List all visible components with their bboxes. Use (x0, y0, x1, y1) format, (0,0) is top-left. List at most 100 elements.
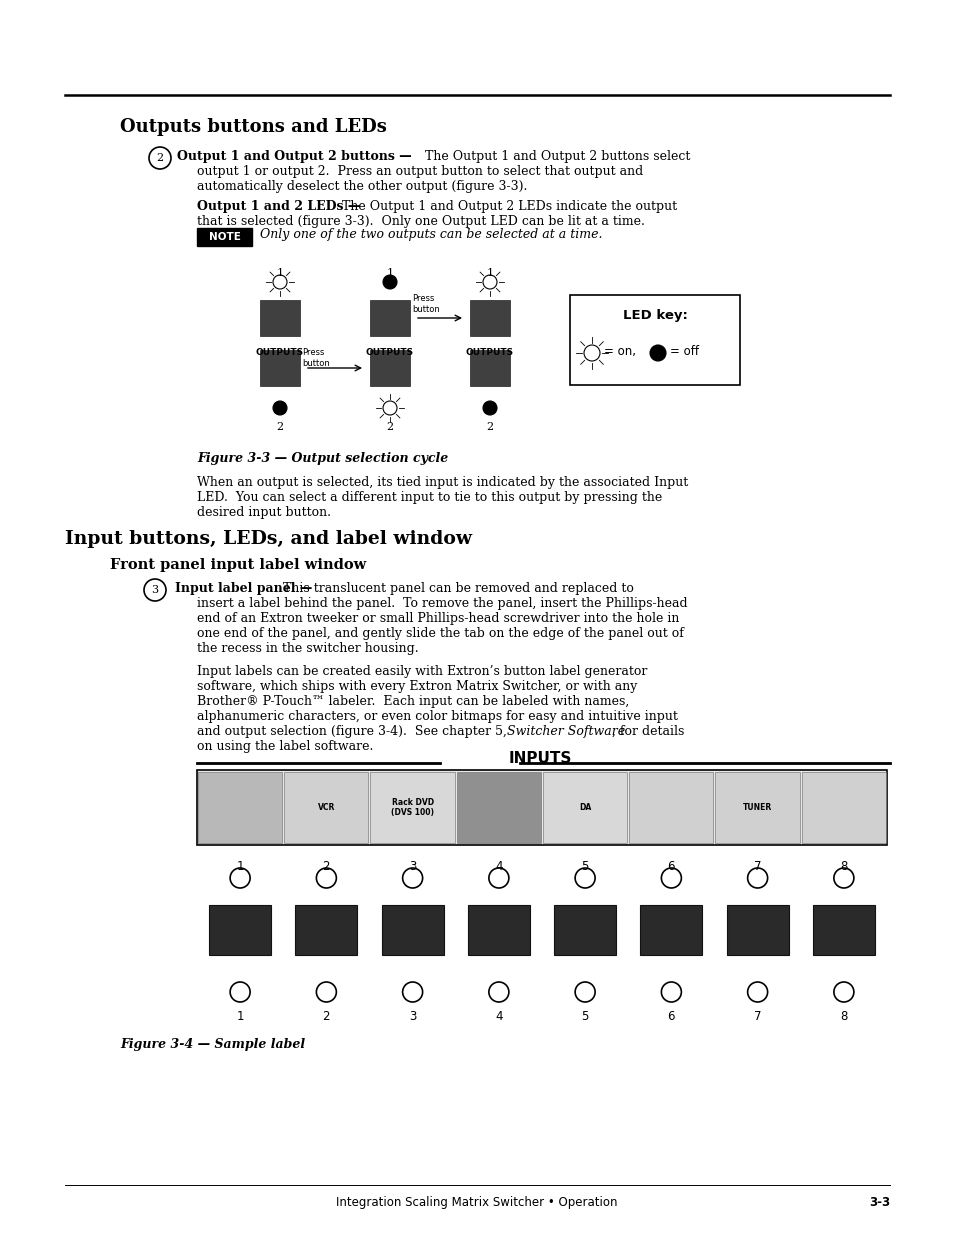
Text: and output selection (figure 3-4).  See chapter 5,: and output selection (figure 3-4). See c… (196, 725, 511, 739)
Text: 4: 4 (495, 860, 502, 873)
Circle shape (482, 401, 497, 415)
Text: The Output 1 and Output 2 buttons select: The Output 1 and Output 2 buttons select (424, 149, 690, 163)
Circle shape (575, 868, 595, 888)
Text: This translucent panel can be removed and replaced to: This translucent panel can be removed an… (283, 582, 633, 595)
Circle shape (747, 868, 767, 888)
Text: 2: 2 (322, 860, 330, 873)
Text: OUTPUTS: OUTPUTS (255, 348, 304, 357)
Bar (370, 350, 410, 387)
Text: that is selected (figure 3-3).  Only one Output LED can be lit at a time.: that is selected (figure 3-3). Only one … (196, 215, 644, 228)
Text: alphanumeric characters, or even color bitmaps for easy and intuitive input: alphanumeric characters, or even color b… (196, 710, 678, 722)
Text: 7: 7 (753, 860, 760, 873)
Bar (260, 350, 299, 387)
Circle shape (833, 982, 853, 1002)
Text: When an output is selected, its tied input is indicated by the associated Input: When an output is selected, its tied inp… (196, 475, 687, 489)
Text: Only one of the two outputs can be selected at a time.: Only one of the two outputs can be selec… (260, 228, 602, 241)
Text: = on,: = on, (603, 345, 636, 358)
Text: Output 1 and 2 LEDs —: Output 1 and 2 LEDs — (196, 200, 364, 212)
Text: 2: 2 (276, 422, 283, 432)
Bar (470, 300, 510, 336)
Text: 5: 5 (580, 1010, 588, 1023)
Text: 6: 6 (667, 1010, 675, 1023)
Circle shape (575, 982, 595, 1002)
Bar (260, 300, 299, 336)
Text: = off: = off (669, 345, 699, 358)
Text: Output 1 and Output 2 buttons —: Output 1 and Output 2 buttons — (177, 149, 416, 163)
Circle shape (660, 868, 680, 888)
Text: 2: 2 (156, 153, 163, 163)
Text: 3-3: 3-3 (868, 1195, 889, 1209)
Bar (196, 228, 252, 246)
Text: Front panel input label window: Front panel input label window (110, 558, 366, 572)
Text: on using the label software.: on using the label software. (196, 740, 373, 753)
Text: OUTPUTS: OUTPUTS (366, 348, 414, 357)
Bar (726, 905, 788, 955)
Bar (715, 772, 799, 844)
Circle shape (402, 868, 422, 888)
Bar (569, 295, 740, 385)
Text: 1: 1 (386, 268, 394, 278)
Text: OUTPUTS: OUTPUTS (465, 348, 514, 357)
Text: 2: 2 (386, 422, 394, 432)
Bar (198, 772, 282, 844)
Circle shape (747, 982, 767, 1002)
Circle shape (833, 868, 853, 888)
Circle shape (316, 982, 336, 1002)
Circle shape (402, 982, 422, 1002)
Text: one end of the panel, and gently slide the tab on the edge of the panel out of: one end of the panel, and gently slide t… (196, 627, 683, 640)
Bar (381, 905, 443, 955)
Text: 8: 8 (840, 860, 846, 873)
Bar (370, 772, 455, 844)
Text: 4: 4 (495, 1010, 502, 1023)
Circle shape (488, 868, 508, 888)
Bar (209, 905, 271, 955)
Text: 1: 1 (236, 860, 244, 873)
Text: VCR: VCR (317, 803, 335, 811)
Text: 5: 5 (580, 860, 588, 873)
Text: 1: 1 (486, 268, 493, 278)
Text: Brother® P-Touch™ labeler.  Each input can be labeled with names,: Brother® P-Touch™ labeler. Each input ca… (196, 695, 629, 708)
Text: Press
button: Press button (302, 348, 330, 368)
Text: 2: 2 (322, 1010, 330, 1023)
Text: 8: 8 (840, 1010, 846, 1023)
Text: NOTE: NOTE (209, 232, 240, 242)
Text: automatically deselect the other output (figure 3-3).: automatically deselect the other output … (196, 180, 527, 193)
Text: Rack DVD
(DVS 100): Rack DVD (DVS 100) (391, 798, 434, 818)
Text: Input buttons, LEDs, and label window: Input buttons, LEDs, and label window (65, 530, 472, 548)
Text: 3: 3 (409, 860, 416, 873)
Text: Figure 3-4 — Sample label: Figure 3-4 — Sample label (120, 1037, 305, 1051)
Bar (470, 350, 510, 387)
Text: TUNER: TUNER (742, 803, 771, 811)
Circle shape (316, 868, 336, 888)
Text: Integration Scaling Matrix Switcher • Operation: Integration Scaling Matrix Switcher • Op… (335, 1195, 618, 1209)
Bar (196, 769, 886, 845)
Text: Input labels can be created easily with Extron’s button label generator: Input labels can be created easily with … (196, 664, 647, 678)
Text: 7: 7 (753, 1010, 760, 1023)
Circle shape (382, 275, 396, 289)
Bar (370, 300, 410, 336)
Bar (554, 905, 616, 955)
Circle shape (649, 345, 665, 361)
Text: , for details: , for details (612, 725, 683, 739)
Text: Figure 3-3 — Output selection cycle: Figure 3-3 — Output selection cycle (196, 452, 448, 466)
Text: Switcher Software: Switcher Software (506, 725, 624, 739)
Text: 3: 3 (152, 585, 158, 595)
Text: Input label panel —: Input label panel — (174, 582, 316, 595)
Circle shape (660, 982, 680, 1002)
Bar (295, 905, 357, 955)
Text: Press
button: Press button (412, 294, 439, 314)
Text: 6: 6 (667, 860, 675, 873)
Circle shape (230, 868, 250, 888)
Text: desired input button.: desired input button. (196, 506, 331, 519)
Text: 2: 2 (486, 422, 493, 432)
Text: end of an Extron tweeker or small Phillips-head screwdriver into the hole in: end of an Extron tweeker or small Philli… (196, 613, 679, 625)
Bar (801, 772, 885, 844)
Bar (629, 772, 713, 844)
Circle shape (273, 401, 287, 415)
Text: software, which ships with every Extron Matrix Switcher, or with any: software, which ships with every Extron … (196, 680, 637, 693)
Circle shape (230, 982, 250, 1002)
Text: The Output 1 and Output 2 LEDs indicate the output: The Output 1 and Output 2 LEDs indicate … (341, 200, 677, 212)
Text: Outputs buttons and LEDs: Outputs buttons and LEDs (120, 119, 387, 136)
Text: LED key:: LED key: (622, 309, 687, 322)
Bar (542, 772, 626, 844)
